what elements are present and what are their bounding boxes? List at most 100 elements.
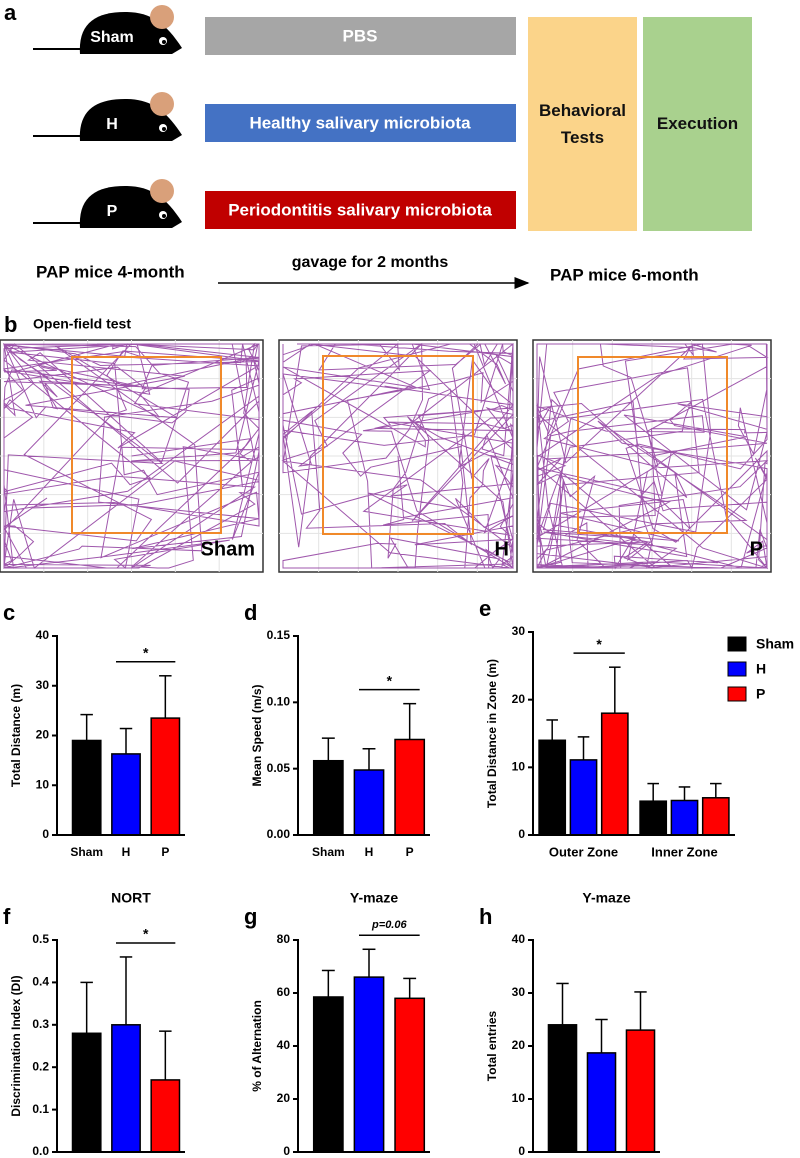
center-zone xyxy=(322,355,474,535)
y-tick-label: 0 xyxy=(42,827,49,841)
bar xyxy=(150,717,181,836)
center-zone xyxy=(71,356,222,534)
legend-label: Sham xyxy=(756,636,794,652)
x-tick-label: P xyxy=(406,845,414,859)
y-tick-label: 40 xyxy=(512,932,526,946)
trajectory xyxy=(281,342,514,570)
y-axis-label: Mean Speed (m/s) xyxy=(250,684,264,786)
bar xyxy=(353,769,385,836)
bar xyxy=(547,1024,578,1153)
bar xyxy=(394,738,426,836)
y-tick-label: 0.4 xyxy=(32,975,49,989)
treatment-label: Healthy salivary microbiota xyxy=(249,113,471,132)
x-tick-label: P xyxy=(161,845,169,859)
y-tick-label: 0.10 xyxy=(267,695,291,709)
mouse-pupil xyxy=(162,214,166,218)
y-tick-label: 30 xyxy=(36,678,50,692)
panel-label: c xyxy=(3,600,15,625)
chart-title: Y-maze xyxy=(350,890,398,906)
bar xyxy=(394,997,426,1153)
bar xyxy=(111,753,141,836)
significance-label: * xyxy=(143,926,149,942)
y-tick-label: 0.5 xyxy=(32,932,49,946)
bar xyxy=(600,712,629,836)
stage-box: Behavioral Tests xyxy=(528,17,637,231)
y-tick-label: 40 xyxy=(277,1038,291,1052)
panel-label: h xyxy=(479,904,492,929)
chart-title: Y-maze xyxy=(582,890,630,906)
arena-label: P xyxy=(750,538,763,560)
significance-label: * xyxy=(143,645,149,661)
y-tick-label: 20 xyxy=(512,692,526,706)
y-axis-label: Total Distance in Zone (m) xyxy=(485,659,499,808)
panel-label: g xyxy=(244,904,257,929)
mouse-ear xyxy=(150,179,174,203)
bar xyxy=(111,1024,141,1153)
y-tick-label: 0 xyxy=(518,827,525,841)
y-tick-label: 0.3 xyxy=(32,1017,49,1031)
panel-title: Open-field test xyxy=(33,316,131,332)
x-tick-label: Outer Zone xyxy=(549,844,618,859)
bar xyxy=(701,797,730,836)
legend-swatch xyxy=(727,661,747,677)
arena-label: H xyxy=(495,538,509,560)
center-zone xyxy=(577,356,728,534)
y-tick-label: 10 xyxy=(512,1091,526,1105)
mouse-label: P xyxy=(107,203,118,220)
arena-label: Sham xyxy=(201,538,255,560)
treatment-bar xyxy=(205,191,516,229)
treatment-bar xyxy=(205,17,516,55)
y-tick-label: 0.05 xyxy=(267,761,291,775)
timeline-arrow-label: gavage for 2 months xyxy=(292,254,449,271)
x-tick-label: Sham xyxy=(70,845,103,859)
y-axis-label: Total entries xyxy=(485,1010,499,1081)
x-tick-label: H xyxy=(365,845,374,859)
bar xyxy=(353,976,385,1153)
y-tick-label: 10 xyxy=(36,777,50,791)
y-tick-label: 40 xyxy=(36,628,50,642)
bar xyxy=(150,1079,181,1153)
y-tick-label: 0 xyxy=(518,1144,525,1158)
legend-swatch xyxy=(727,686,747,702)
y-tick-label: 0.2 xyxy=(32,1059,49,1073)
treatment-bar xyxy=(205,104,516,142)
significance-label: * xyxy=(387,672,393,688)
y-tick-label: 30 xyxy=(512,624,526,638)
x-tick-label: Sham xyxy=(312,845,345,859)
legend-label: P xyxy=(756,686,765,702)
y-axis-label: Discrimination Index (DI) xyxy=(9,975,23,1116)
bar xyxy=(71,1032,102,1153)
panel-label: b xyxy=(4,312,17,337)
y-tick-label: 60 xyxy=(277,985,291,999)
treatment-label: PBS xyxy=(343,26,378,45)
bar xyxy=(586,1052,617,1153)
y-tick-label: 20 xyxy=(512,1038,526,1052)
y-tick-label: 20 xyxy=(36,728,50,742)
y-tick-label: 30 xyxy=(512,985,526,999)
stage-box: Execution xyxy=(643,17,752,231)
mouse-ear xyxy=(150,92,174,116)
bar xyxy=(312,759,344,836)
x-tick-label: Inner Zone xyxy=(651,844,717,859)
significance-label: * xyxy=(596,636,602,652)
bar xyxy=(71,739,102,836)
treatment-label: Periodontitis salivary microbiota xyxy=(228,200,492,219)
bar xyxy=(670,799,699,836)
legend-label: H xyxy=(756,661,766,677)
timeline-end: PAP mice 6-month xyxy=(550,265,699,284)
panel-label: a xyxy=(4,0,17,25)
mouse-ear xyxy=(150,5,174,29)
y-tick-label: 0.15 xyxy=(267,628,291,642)
y-axis-label: % of Alternation xyxy=(250,1000,264,1092)
bar xyxy=(312,996,344,1153)
mouse-label: H xyxy=(106,116,118,133)
y-tick-label: 0.0 xyxy=(32,1144,49,1158)
chart-title: NORT xyxy=(111,890,151,906)
panel-label: d xyxy=(244,600,257,625)
significance-label: p=0.06 xyxy=(371,919,407,931)
panel-label: e xyxy=(479,596,491,621)
mouse-label: Sham xyxy=(90,29,134,46)
mouse-pupil xyxy=(162,127,166,131)
